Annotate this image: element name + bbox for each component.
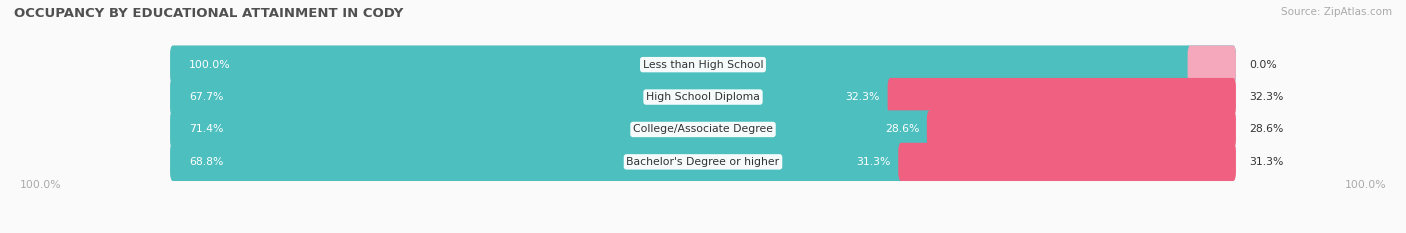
FancyBboxPatch shape: [887, 78, 1236, 116]
Text: 100.0%: 100.0%: [188, 60, 231, 70]
Text: 28.6%: 28.6%: [884, 124, 920, 134]
FancyBboxPatch shape: [170, 78, 894, 116]
Text: College/Associate Degree: College/Associate Degree: [633, 124, 773, 134]
Text: Less than High School: Less than High School: [643, 60, 763, 70]
Text: 71.4%: 71.4%: [188, 124, 224, 134]
FancyBboxPatch shape: [170, 143, 1236, 181]
Text: Bachelor's Degree or higher: Bachelor's Degree or higher: [627, 157, 779, 167]
Text: 68.8%: 68.8%: [188, 157, 224, 167]
Text: 67.7%: 67.7%: [188, 92, 224, 102]
Text: 28.6%: 28.6%: [1249, 124, 1284, 134]
FancyBboxPatch shape: [170, 143, 905, 181]
Text: High School Diploma: High School Diploma: [647, 92, 759, 102]
FancyBboxPatch shape: [927, 110, 1236, 149]
Text: Source: ZipAtlas.com: Source: ZipAtlas.com: [1281, 7, 1392, 17]
FancyBboxPatch shape: [170, 45, 1236, 84]
FancyBboxPatch shape: [1188, 45, 1236, 84]
Text: 100.0%: 100.0%: [20, 180, 60, 190]
Text: 32.3%: 32.3%: [1249, 92, 1284, 102]
Text: 32.3%: 32.3%: [845, 92, 880, 102]
FancyBboxPatch shape: [898, 143, 1236, 181]
Text: 31.3%: 31.3%: [1249, 157, 1284, 167]
Text: 0.0%: 0.0%: [1249, 60, 1277, 70]
Text: 31.3%: 31.3%: [856, 157, 890, 167]
FancyBboxPatch shape: [170, 110, 1236, 149]
Text: OCCUPANCY BY EDUCATIONAL ATTAINMENT IN CODY: OCCUPANCY BY EDUCATIONAL ATTAINMENT IN C…: [14, 7, 404, 20]
FancyBboxPatch shape: [170, 110, 932, 149]
FancyBboxPatch shape: [170, 45, 1236, 84]
Text: 100.0%: 100.0%: [1346, 180, 1386, 190]
FancyBboxPatch shape: [170, 78, 1236, 116]
